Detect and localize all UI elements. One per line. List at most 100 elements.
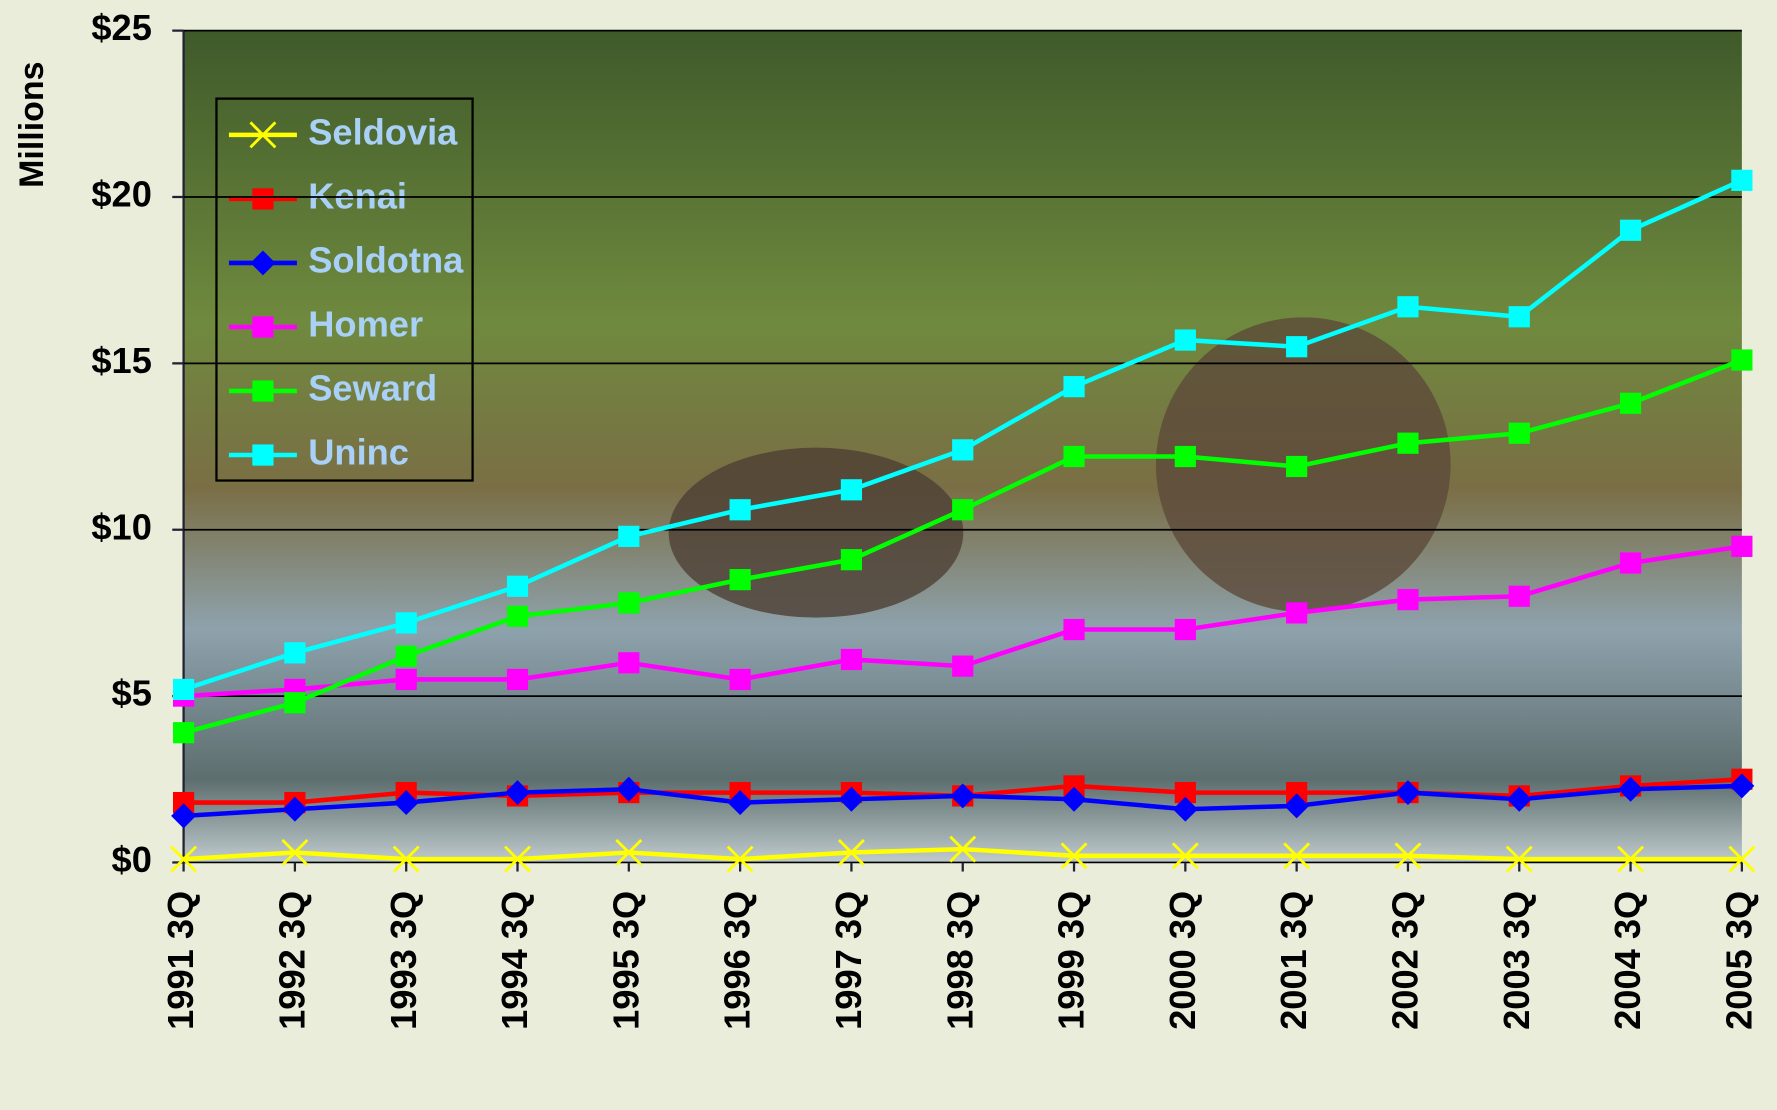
marker — [1063, 775, 1085, 797]
marker — [1174, 329, 1196, 351]
x-tick-label: 1997 3Q — [828, 891, 869, 1030]
y-tick-label: $10 — [91, 506, 151, 547]
marker — [1063, 376, 1085, 398]
y-tick-label: $25 — [91, 7, 151, 48]
marker — [840, 648, 863, 671]
marker — [1171, 842, 1199, 870]
x-tick-label: 1993 3Q — [383, 891, 424, 1030]
marker — [840, 549, 863, 571]
marker — [1284, 793, 1310, 819]
marker — [1619, 219, 1642, 241]
marker — [249, 121, 277, 149]
marker — [252, 188, 274, 210]
x-tick-label: 2004 3Q — [1607, 891, 1648, 1030]
x-tick-label: 2001 3Q — [1273, 891, 1314, 1030]
marker — [1731, 535, 1753, 557]
marker — [395, 612, 417, 634]
marker — [1508, 422, 1530, 444]
marker — [1174, 781, 1196, 804]
x-tick-label: 2000 3Q — [1162, 891, 1203, 1030]
marker — [729, 668, 751, 691]
marker — [172, 791, 195, 814]
marker — [840, 479, 863, 501]
marker — [949, 835, 977, 863]
marker — [615, 839, 643, 866]
marker — [284, 642, 306, 664]
marker — [1286, 781, 1308, 804]
marker — [170, 845, 198, 873]
marker — [726, 845, 754, 873]
legend-label: Homer — [308, 304, 423, 345]
x-tick-label: 1991 3Q — [160, 891, 201, 1030]
marker — [952, 655, 974, 677]
marker — [616, 776, 642, 802]
marker — [172, 678, 195, 701]
marker — [729, 499, 751, 521]
marker — [282, 796, 308, 822]
marker — [506, 668, 529, 691]
marker — [252, 380, 274, 402]
marker — [281, 839, 309, 866]
marker — [1397, 432, 1419, 454]
marker — [1286, 602, 1308, 624]
marker — [1174, 445, 1196, 468]
marker — [1063, 618, 1085, 641]
marker — [1060, 842, 1088, 870]
marker — [727, 790, 753, 816]
marker — [1063, 445, 1085, 468]
marker — [618, 592, 640, 614]
x-tick-label: 1999 3Q — [1051, 891, 1092, 1030]
legend: Seldovia Kenai Soldotna Homer Seward Uninc — [215, 97, 474, 482]
x-tick-label: 2005 3Q — [1718, 891, 1759, 1030]
marker — [252, 316, 274, 338]
x-tick-label: 1998 3Q — [939, 891, 980, 1030]
marker — [1283, 842, 1311, 870]
y-tick-label: $5 — [112, 673, 152, 714]
marker — [506, 575, 529, 597]
legend-label: Uninc — [308, 432, 409, 473]
x-tick-label: 1995 3Q — [605, 891, 646, 1030]
legend-label: Kenai — [308, 175, 407, 216]
marker — [1174, 618, 1196, 641]
marker — [504, 845, 531, 873]
y-tick-label: $20 — [91, 174, 151, 215]
x-tick-label: 2003 3Q — [1496, 891, 1537, 1030]
marker — [1397, 296, 1419, 318]
legend-box — [215, 97, 474, 482]
marker — [395, 645, 417, 667]
marker — [395, 668, 417, 691]
marker — [1286, 336, 1308, 358]
marker — [1508, 585, 1530, 607]
legend-label: Seward — [308, 368, 437, 409]
marker — [171, 803, 197, 829]
moose-silhouette — [668, 447, 964, 618]
marker — [1617, 845, 1645, 873]
marker — [1286, 455, 1308, 478]
y-tick-label: $0 — [112, 839, 152, 880]
marker — [1619, 552, 1642, 574]
x-tick-label: 1996 3Q — [717, 891, 758, 1030]
marker — [1394, 842, 1422, 870]
marker — [1505, 845, 1533, 873]
legend-label: Soldotna — [308, 240, 464, 281]
marker — [284, 692, 306, 714]
marker — [1731, 349, 1753, 371]
marker — [506, 605, 529, 627]
legend-label: Seldovia — [308, 111, 458, 152]
marker — [1397, 588, 1419, 611]
marker — [837, 839, 865, 866]
marker — [1506, 786, 1532, 812]
marker — [1731, 169, 1753, 191]
marker — [618, 525, 640, 547]
marker — [1728, 845, 1756, 873]
x-tick-label: 1994 3Q — [494, 891, 535, 1030]
x-tick-label: 1992 3Q — [271, 891, 312, 1030]
marker — [729, 569, 751, 591]
marker — [952, 499, 974, 521]
y-tick-label: $15 — [91, 340, 151, 381]
marker — [618, 652, 640, 674]
y-axis-label: Millions — [13, 61, 51, 188]
marker — [1619, 392, 1642, 414]
